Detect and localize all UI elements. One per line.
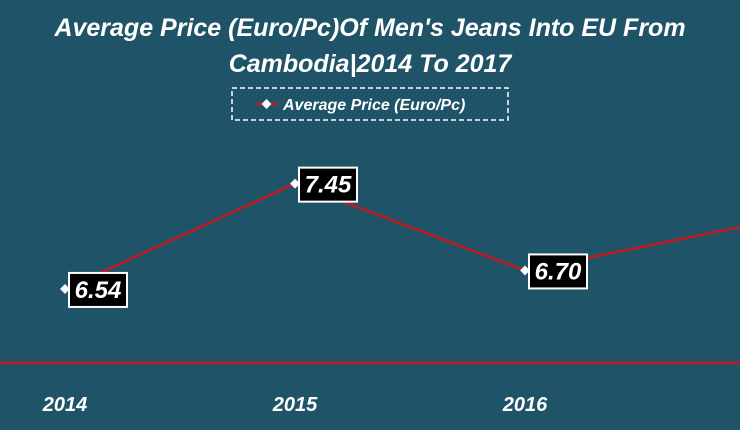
x-tick-label: 2014 (42, 394, 88, 416)
chart-subtitle: Cambodia|2014 To 2017 (229, 50, 513, 78)
x-tick-layer: 2014201520162 (42, 394, 548, 416)
data-label: 6.70 (528, 253, 588, 290)
x-tick-label: 2015 (272, 394, 318, 416)
data-label: 6.54 (68, 271, 128, 308)
legend-marker-swatch (261, 99, 272, 109)
data-label-layer: 6.54 7.45 6.70 (68, 166, 588, 308)
series-line (64, 182, 740, 291)
data-label-box (298, 166, 358, 203)
data-label-box (68, 271, 128, 308)
data-label-text: 6.70 (535, 258, 582, 285)
series-line-layer (64, 182, 740, 291)
data-point (520, 265, 530, 276)
data-label-text: 7.45 (305, 172, 352, 199)
chart-title: Average Price (Euro/Pc)Of Men's Jeans In… (53, 14, 685, 42)
data-label-box (528, 253, 588, 290)
legend-label: Average Price (Euro/Pc) (282, 97, 465, 114)
x-tick-label: 2016 (502, 394, 548, 416)
legend: Average Price (Euro/Pc) (231, 87, 509, 121)
legend-box (231, 87, 509, 121)
data-point (290, 178, 300, 189)
data-point-layer (60, 178, 530, 294)
data-label: 7.45 (298, 166, 358, 203)
data-label-text: 6.54 (75, 277, 122, 304)
